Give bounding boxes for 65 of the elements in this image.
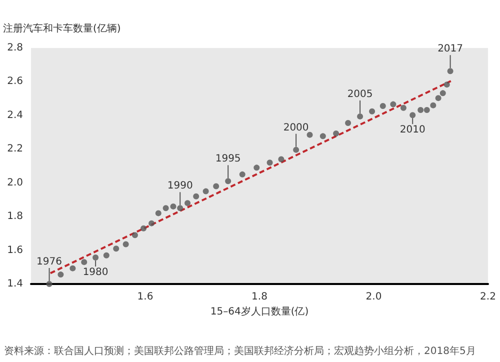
x-tick-label: 1.8 bbox=[252, 292, 268, 302]
point bbox=[140, 225, 147, 232]
point bbox=[122, 241, 129, 248]
y-tick-label: 2.6 bbox=[7, 76, 23, 88]
point bbox=[148, 220, 155, 226]
point bbox=[380, 102, 386, 109]
point bbox=[193, 193, 200, 200]
point bbox=[58, 272, 64, 278]
point bbox=[155, 210, 162, 216]
point bbox=[162, 205, 169, 212]
y-tick-label: 2.2 bbox=[7, 144, 23, 155]
point bbox=[103, 252, 110, 258]
annotation: 2010 bbox=[400, 124, 426, 136]
point bbox=[345, 120, 352, 126]
point bbox=[225, 178, 232, 184]
point bbox=[424, 107, 430, 114]
annotation: 1995 bbox=[215, 154, 241, 165]
text: 资料来源：联合国人口预测；美国联邦公路管理局；美国联邦经济分析局；宏观趋势小组分析，2018年5月 bbox=[4, 345, 476, 357]
annotation: 2005 bbox=[347, 88, 373, 100]
point bbox=[113, 246, 120, 252]
y-tick-label: 1.8 bbox=[7, 211, 23, 222]
x-tick-label: 2.0 bbox=[366, 292, 382, 302]
point bbox=[254, 164, 260, 171]
point bbox=[293, 146, 300, 153]
point bbox=[320, 133, 326, 140]
point bbox=[418, 107, 424, 114]
point bbox=[177, 205, 184, 212]
point bbox=[81, 259, 88, 266]
point bbox=[213, 183, 220, 190]
y-axis-title: 注册汽车和卡车数量(亿辆) bbox=[3, 22, 121, 34]
y-tick-label: 2.4 bbox=[7, 110, 23, 121]
point bbox=[333, 130, 340, 136]
annotation: 2000 bbox=[283, 122, 309, 134]
point bbox=[170, 203, 176, 210]
point bbox=[447, 68, 454, 74]
point bbox=[132, 232, 138, 238]
x-tick-label: 1.6 bbox=[137, 292, 154, 302]
point bbox=[410, 112, 416, 118]
y-tick-label: 2.8 bbox=[7, 42, 23, 54]
point bbox=[278, 156, 284, 162]
point bbox=[435, 95, 442, 102]
point bbox=[444, 82, 450, 88]
point bbox=[357, 113, 364, 120]
annotation: 1980 bbox=[82, 267, 108, 278]
point bbox=[239, 171, 246, 178]
point bbox=[369, 108, 376, 114]
point bbox=[184, 200, 191, 206]
point bbox=[440, 90, 446, 96]
point bbox=[92, 254, 99, 261]
point bbox=[46, 281, 52, 287]
point bbox=[306, 132, 313, 138]
point bbox=[400, 104, 406, 111]
y-tick-label: 1.4 bbox=[7, 278, 23, 290]
y-tick-label: 2.0 bbox=[7, 177, 23, 188]
point bbox=[202, 188, 209, 194]
point bbox=[390, 101, 396, 108]
point bbox=[266, 160, 273, 166]
point bbox=[430, 102, 436, 108]
annotation: 1990 bbox=[167, 180, 193, 192]
x-axis-title: 15–64岁人口数量(亿) bbox=[210, 305, 309, 318]
y-tick-label: 1.6 bbox=[7, 244, 23, 256]
annotation: 1976 bbox=[36, 256, 62, 268]
annotation: 2017 bbox=[438, 44, 464, 55]
point bbox=[70, 265, 76, 272]
x-tick-label: 2.2 bbox=[480, 292, 496, 302]
